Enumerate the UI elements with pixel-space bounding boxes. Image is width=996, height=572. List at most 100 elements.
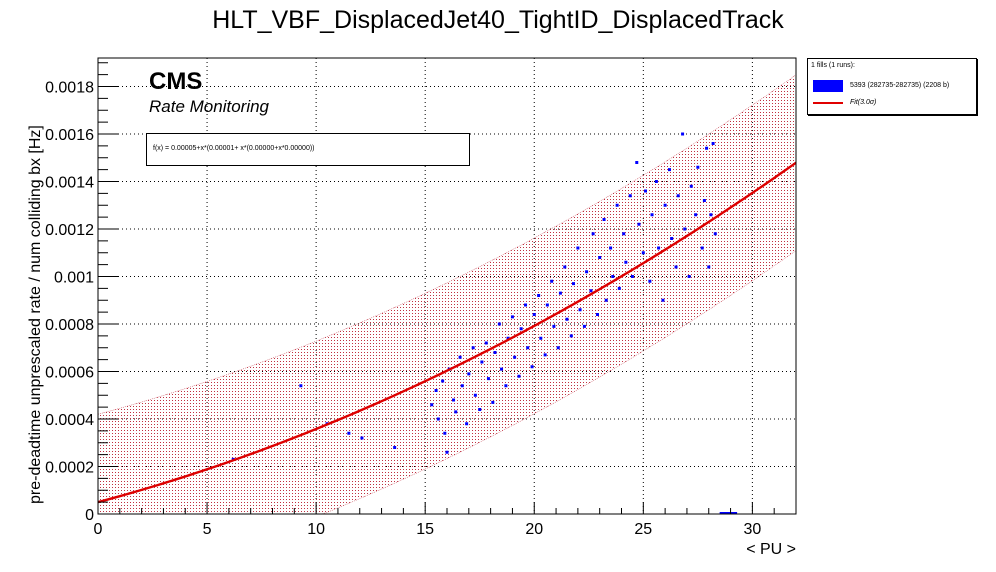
data-point	[530, 365, 534, 369]
data-point	[696, 165, 700, 169]
data-point	[519, 327, 523, 331]
data-point	[532, 313, 536, 316]
data-point	[643, 189, 647, 193]
data-point	[687, 275, 691, 278]
y-axis: 0 0.0002 0.0004 0.0006 0.0008 0.001 0.0012 0.00…	[45, 62, 118, 524]
x-tick-label: 10	[307, 521, 325, 538]
x-tick-label: 5	[203, 521, 212, 538]
data-point	[628, 194, 632, 198]
legend-swatch-fit	[813, 102, 843, 104]
legend-label-data: 5393 (282735-282735) (2208 b)	[850, 82, 950, 89]
data-point	[700, 246, 704, 250]
data-point	[517, 374, 521, 378]
y-tick-label: 0.0012	[45, 222, 94, 239]
data-point	[537, 294, 541, 297]
data-point	[500, 367, 504, 371]
y-tick-label: 0.0016	[45, 127, 94, 144]
fit-line	[98, 161, 796, 504]
y-axis-label: pre-deadtime unprescaled rate / num coll…	[27, 125, 44, 504]
y-tick-label: 0.0014	[45, 175, 94, 192]
data-point	[480, 360, 484, 364]
data-point	[711, 142, 715, 145]
data-point	[576, 246, 580, 250]
data-point	[689, 184, 693, 188]
fit-formula-box: f(x) = 0.00005+x*(0.00001+ x*(0.00000+x*…	[146, 133, 470, 166]
data-point	[360, 436, 364, 440]
data-point	[460, 384, 464, 388]
data-point	[510, 315, 514, 319]
legend-swatch-data	[813, 80, 843, 92]
data-point	[663, 203, 667, 207]
data-point	[484, 341, 488, 345]
chart-title: HLT_VBF_DisplacedJet40_TightID_Displaced…	[212, 6, 784, 34]
data-point	[393, 446, 397, 449]
x-axis: 0 5 10 15 20 25 30	[94, 502, 797, 538]
data-point	[434, 389, 438, 392]
data-point	[617, 286, 621, 290]
data-point	[702, 199, 706, 202]
fit-band	[98, 74, 796, 514]
data-point	[524, 303, 528, 307]
data-point	[452, 398, 456, 402]
y-tick-label: 0.0018	[45, 80, 94, 97]
data-point	[648, 279, 652, 283]
data-point	[445, 450, 449, 454]
data-point	[497, 322, 501, 326]
data-point	[443, 431, 447, 435]
data-point	[602, 218, 606, 221]
data-point	[661, 298, 665, 302]
data-point	[611, 275, 615, 278]
x-axis-label: < PU >	[746, 541, 796, 558]
data-point	[563, 265, 567, 269]
data-point	[550, 279, 554, 283]
data-point	[539, 336, 543, 340]
data-point	[674, 265, 678, 269]
data-point	[526, 346, 530, 350]
data-point	[589, 289, 593, 293]
y-tick-label: 0.0004	[45, 412, 94, 429]
data-point	[585, 270, 589, 274]
data-point	[709, 213, 713, 217]
cms-label: CMS	[149, 68, 203, 95]
y-tick-label: 0.0002	[45, 460, 94, 477]
data-point	[556, 346, 560, 350]
data-point	[491, 400, 495, 404]
x-tick-label: 20	[525, 521, 543, 538]
rate-monitoring-label: Rate Monitoring	[149, 97, 270, 116]
y-tick-label: 0	[85, 507, 94, 524]
data-point	[347, 431, 351, 435]
data-point	[513, 355, 517, 359]
data-point	[635, 161, 639, 164]
data-point	[609, 246, 613, 250]
axis-marker	[719, 512, 738, 514]
data-point	[569, 334, 573, 338]
data-point	[465, 422, 469, 426]
data-point	[596, 313, 600, 316]
data-point	[683, 227, 687, 231]
data-point	[582, 324, 586, 328]
data-point	[637, 222, 641, 226]
data-point	[630, 275, 634, 278]
y-tick-label: 0.001	[54, 270, 94, 287]
data-point	[467, 372, 471, 376]
data-point	[650, 213, 654, 217]
data-point	[578, 308, 582, 312]
data-point	[598, 256, 602, 259]
data-point	[694, 213, 698, 217]
data-point	[552, 324, 556, 328]
data-point	[493, 351, 497, 354]
x-tick-label: 0	[94, 521, 103, 538]
data-point	[506, 336, 510, 340]
fit-formula-text: f(x) = 0.00005+x*(0.00001+ x*(0.00000+x*…	[153, 145, 315, 152]
legend: 1 fills (1 runs): 5393 (282735-282735) (…	[807, 58, 977, 115]
data-point	[543, 353, 547, 357]
data-point	[622, 232, 626, 236]
data-point	[667, 168, 671, 172]
data-point	[591, 232, 595, 236]
y-tick-label: 0.0008	[45, 317, 94, 334]
data-point	[478, 408, 482, 411]
data-point	[670, 237, 674, 240]
data-point	[681, 132, 685, 136]
data-point	[504, 384, 508, 388]
legend-label-fit: Fit(3.0σ)	[850, 99, 877, 106]
